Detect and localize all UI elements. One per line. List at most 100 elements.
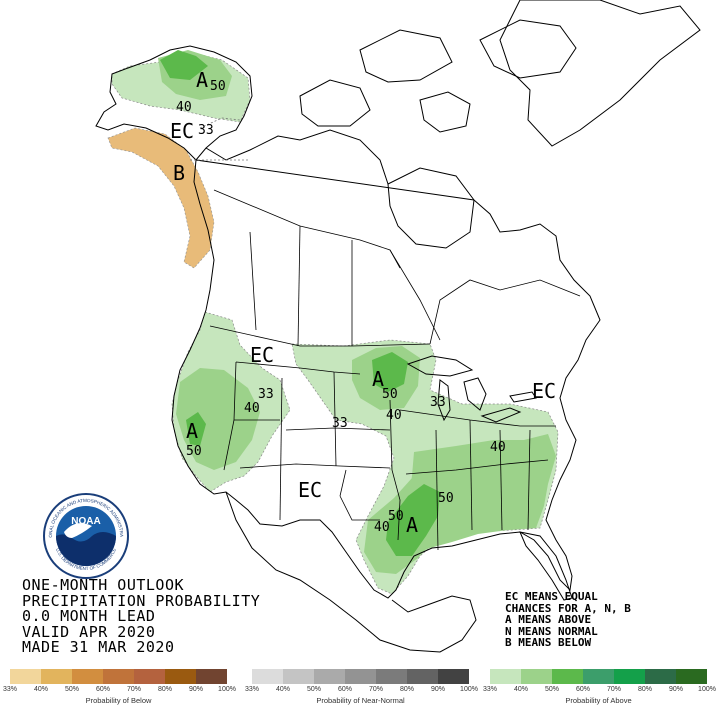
above-swatch-1 bbox=[521, 669, 552, 684]
tx-50-label: 50 bbox=[388, 509, 404, 524]
lake-ontario bbox=[509, 391, 537, 403]
alaska-50-label: 50 bbox=[210, 79, 226, 94]
contour-lines bbox=[190, 117, 250, 161]
tx-a-label: A bbox=[406, 513, 418, 537]
below-probability-scale: 33% 40% 50% 60% 70% 80% 90% 100% Probability of… bbox=[3, 669, 236, 705]
title-line-3: 0.0 MONTH LEAD bbox=[22, 607, 156, 625]
legend-note-4: N MEANS NORMAL bbox=[505, 624, 598, 638]
above-swatch-0 bbox=[490, 669, 521, 684]
below-swatch-5 bbox=[165, 669, 196, 684]
plains-33-label: 33 bbox=[332, 416, 348, 431]
ca-50-label: 50 bbox=[186, 444, 202, 459]
above-tick-1: 40% bbox=[513, 686, 529, 693]
near-scale-swatches bbox=[252, 669, 469, 684]
legend-note-3: A MEANS ABOVE bbox=[505, 613, 592, 626]
arctic-island-1 bbox=[299, 79, 371, 127]
arctic-island-3 bbox=[419, 91, 471, 133]
boundary-layer bbox=[95, 0, 701, 653]
ca-a-label: A bbox=[186, 419, 198, 443]
near-scale-caption: Probability of Near-Normal bbox=[316, 696, 405, 705]
alaska-above-60 bbox=[160, 50, 208, 80]
tx-above-50 bbox=[386, 484, 440, 556]
alaska-a-label: A bbox=[196, 68, 208, 92]
se-40-label: 40 bbox=[490, 440, 506, 455]
below-scale-ticks: 33% 40% 50% 60% 70% 80% 90% 100% bbox=[3, 686, 236, 698]
near-tick-0: 33% bbox=[244, 686, 260, 693]
se-above-40 bbox=[406, 434, 556, 554]
near-swatch-4 bbox=[376, 669, 407, 684]
below-swatch-4 bbox=[134, 669, 165, 684]
near-swatch-3 bbox=[345, 669, 376, 684]
map-labels: A 50 40 EC 33 B EC 33 40 A 50 EC A 50 40… bbox=[170, 68, 556, 537]
alaska-33-label: 33 bbox=[198, 123, 214, 138]
below-swatch-1 bbox=[41, 669, 72, 684]
above-swatch-2 bbox=[552, 669, 583, 684]
above-tick-2: 50% bbox=[544, 686, 560, 693]
title-line-5: MADE 31 MAR 2020 bbox=[22, 638, 175, 656]
mn-a-label: A bbox=[372, 367, 384, 391]
arctic-island-2 bbox=[359, 29, 453, 83]
greenland bbox=[499, 0, 701, 147]
noaa-logo: NOAA NATIONAL OCEANIC AND ATMOSPHERIC AD… bbox=[42, 492, 129, 579]
shading-layer bbox=[107, 50, 559, 595]
below-tick-3: 60% bbox=[95, 686, 111, 693]
below-tick-0: 33% bbox=[2, 686, 18, 693]
alaska-ec-label: EC bbox=[170, 119, 194, 143]
sw-ec-label: EC bbox=[298, 478, 322, 502]
state-borders bbox=[209, 189, 581, 551]
ne-ec-label: EC bbox=[532, 379, 556, 403]
near-tick-6: 90% bbox=[430, 686, 446, 693]
above-tick-6: 90% bbox=[668, 686, 684, 693]
lake-erie bbox=[480, 407, 522, 423]
above-tick-4: 70% bbox=[606, 686, 622, 693]
nw-ec-label: EC bbox=[250, 343, 274, 367]
near-normal-probability-scale: 33% 40% 50% 60% 70% 80% 90% 100% Probability of… bbox=[245, 669, 478, 705]
glakes-33-label: 33 bbox=[430, 395, 446, 410]
outlook-title-block: ONE-MONTH OUTLOOK PRECIPITATION PROBABIL… bbox=[22, 576, 261, 656]
near-swatch-5 bbox=[407, 669, 438, 684]
legend-note-5: B MEANS BELOW bbox=[505, 636, 592, 649]
above-swatch-3 bbox=[583, 669, 614, 684]
se-50-label: 50 bbox=[438, 491, 454, 506]
mn-40-label: 40 bbox=[386, 408, 402, 423]
above-swatch-6 bbox=[676, 669, 707, 684]
alaska-40-label: 40 bbox=[176, 100, 192, 115]
near-swatch-2 bbox=[314, 669, 345, 684]
above-tick-5: 80% bbox=[637, 686, 653, 693]
below-scale-caption: Probability of Below bbox=[85, 696, 152, 705]
near-tick-7: 100% bbox=[460, 686, 478, 693]
above-swatch-5 bbox=[645, 669, 676, 684]
alaska-b-label: B bbox=[173, 161, 185, 185]
above-scale-swatches bbox=[490, 669, 707, 684]
alaska-outline bbox=[95, 45, 253, 161]
mn-50-label: 50 bbox=[382, 387, 398, 402]
above-scale-ticks: 33% 40% 50% 60% 70% 80% 90% 100% bbox=[483, 686, 716, 698]
title-line-2: PRECIPITATION PROBABILITY bbox=[22, 591, 261, 610]
nw-33-label: 33 bbox=[258, 387, 274, 402]
near-tick-5: 80% bbox=[399, 686, 415, 693]
title-line-1: ONE-MONTH OUTLOOK bbox=[22, 576, 185, 594]
legend-note-2: CHANCES FOR A, N, B bbox=[505, 601, 631, 615]
below-swatch-3 bbox=[103, 669, 134, 684]
lake-huron bbox=[463, 377, 487, 411]
near-tick-2: 50% bbox=[306, 686, 322, 693]
tx-40-label: 40 bbox=[374, 520, 390, 535]
near-swatch-0 bbox=[252, 669, 283, 684]
below-tick-6: 90% bbox=[188, 686, 204, 693]
near-swatch-1 bbox=[283, 669, 314, 684]
above-scale-caption: Probability of Above bbox=[565, 696, 632, 705]
lake-michigan bbox=[437, 379, 451, 422]
near-swatch-6 bbox=[438, 669, 469, 684]
near-tick-4: 70% bbox=[368, 686, 384, 693]
below-scale-swatches bbox=[10, 669, 227, 684]
legend-notes: EC MEANS EQUAL CHANCES FOR A, N, B A MEA… bbox=[505, 591, 631, 649]
near-scale-ticks: 33% 40% 50% 60% 70% 80% 90% 100% bbox=[245, 686, 478, 698]
below-tick-5: 80% bbox=[157, 686, 173, 693]
above-tick-3: 60% bbox=[575, 686, 591, 693]
continent-outline bbox=[171, 129, 601, 599]
florida bbox=[519, 531, 573, 601]
legend-note-1: EC MEANS EQUAL bbox=[505, 590, 598, 603]
ca-above-50 bbox=[186, 412, 206, 446]
mn-above-50 bbox=[372, 352, 408, 392]
